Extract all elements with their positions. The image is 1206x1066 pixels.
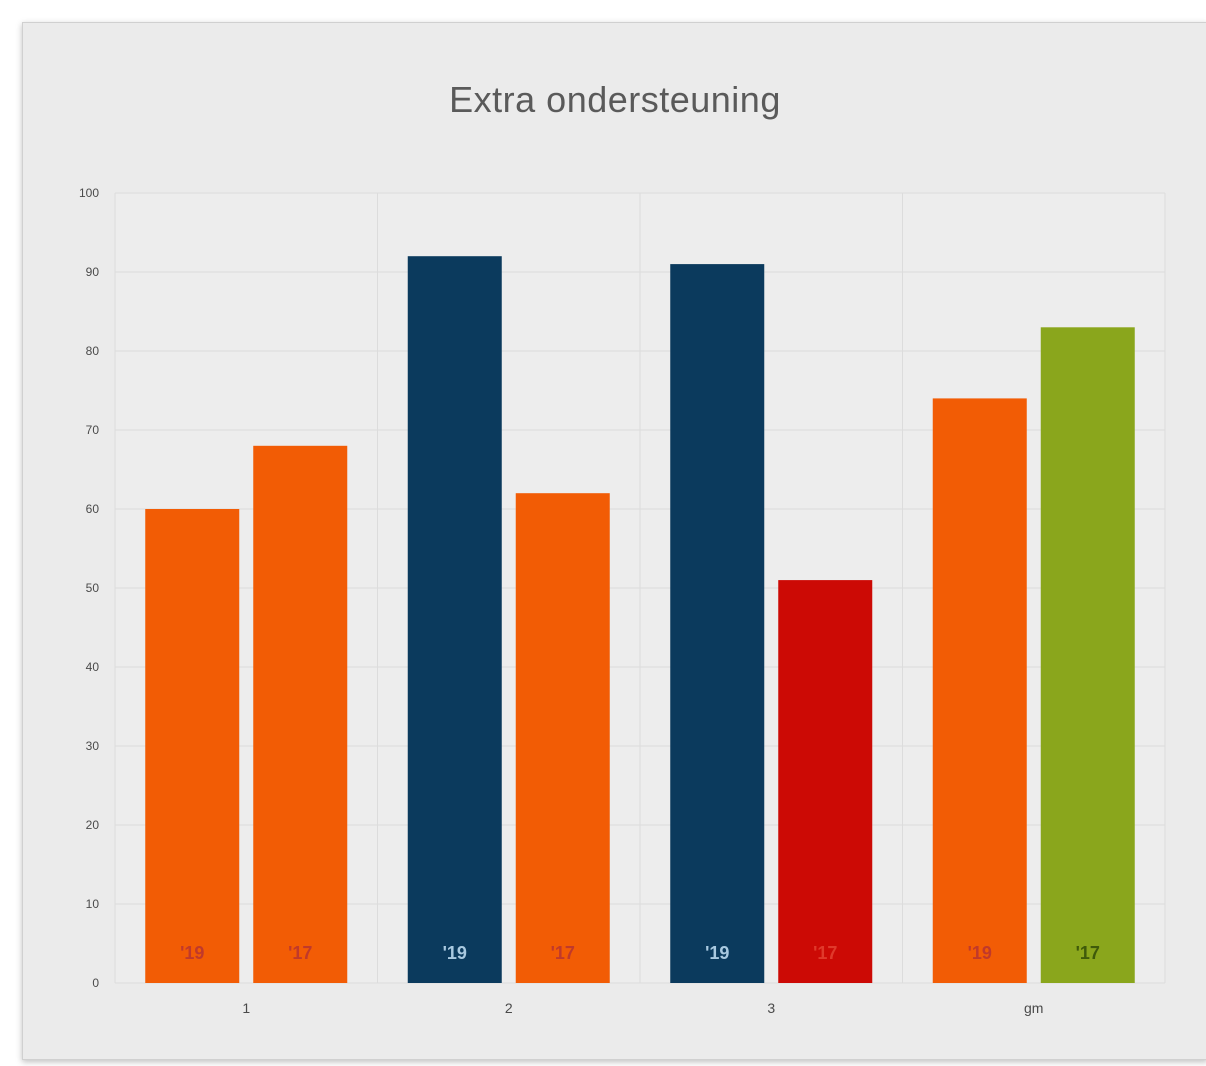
y-tick-label: 60 [86,502,100,516]
bar-label: '17 [551,943,575,963]
y-tick-label: 90 [86,265,100,279]
bar [778,580,873,983]
y-tick-label: 100 [79,186,99,200]
bar [932,398,1027,983]
y-tick-label: 70 [86,423,100,437]
y-tick-label: 20 [86,818,100,832]
x-axis-categories: 1 2 3 gm [242,1000,1043,1016]
bar [253,445,348,983]
y-tick-label: 0 [92,976,99,990]
bar-label: '19 [443,943,467,963]
bar-label: '17 [1076,943,1100,963]
bars [145,256,1135,984]
bar [407,256,502,983]
y-tick-label: 80 [86,344,100,358]
y-tick-label: 50 [86,581,100,595]
bar [670,264,765,984]
bar [515,493,610,983]
bar-labels: '19 '17 '19 '17 '19 '17 '19 '17 [180,943,1100,963]
y-tick-label: 10 [86,897,100,911]
bar-label: '19 [968,943,992,963]
bar-label: '17 [288,943,312,963]
y-axis-ticks: 0 10 20 30 40 50 60 70 80 90 100 [79,186,99,990]
x-category-label: gm [1024,1000,1043,1016]
bar-label: '19 [180,943,204,963]
bar [145,509,240,983]
bar-label: '19 [705,943,729,963]
chart-panel: Extra ondersteuning 0 10 20 30 40 50 60 70 80 90 1… [22,22,1206,1060]
x-category-label: 3 [767,1000,775,1016]
x-category-label: 1 [242,1000,250,1016]
bar [1040,327,1135,983]
y-tick-label: 30 [86,739,100,753]
y-tick-label: 40 [86,660,100,674]
chart-title: Extra ondersteuning [449,79,781,120]
bar-label: '17 [813,943,837,963]
x-category-label: 2 [505,1000,513,1016]
